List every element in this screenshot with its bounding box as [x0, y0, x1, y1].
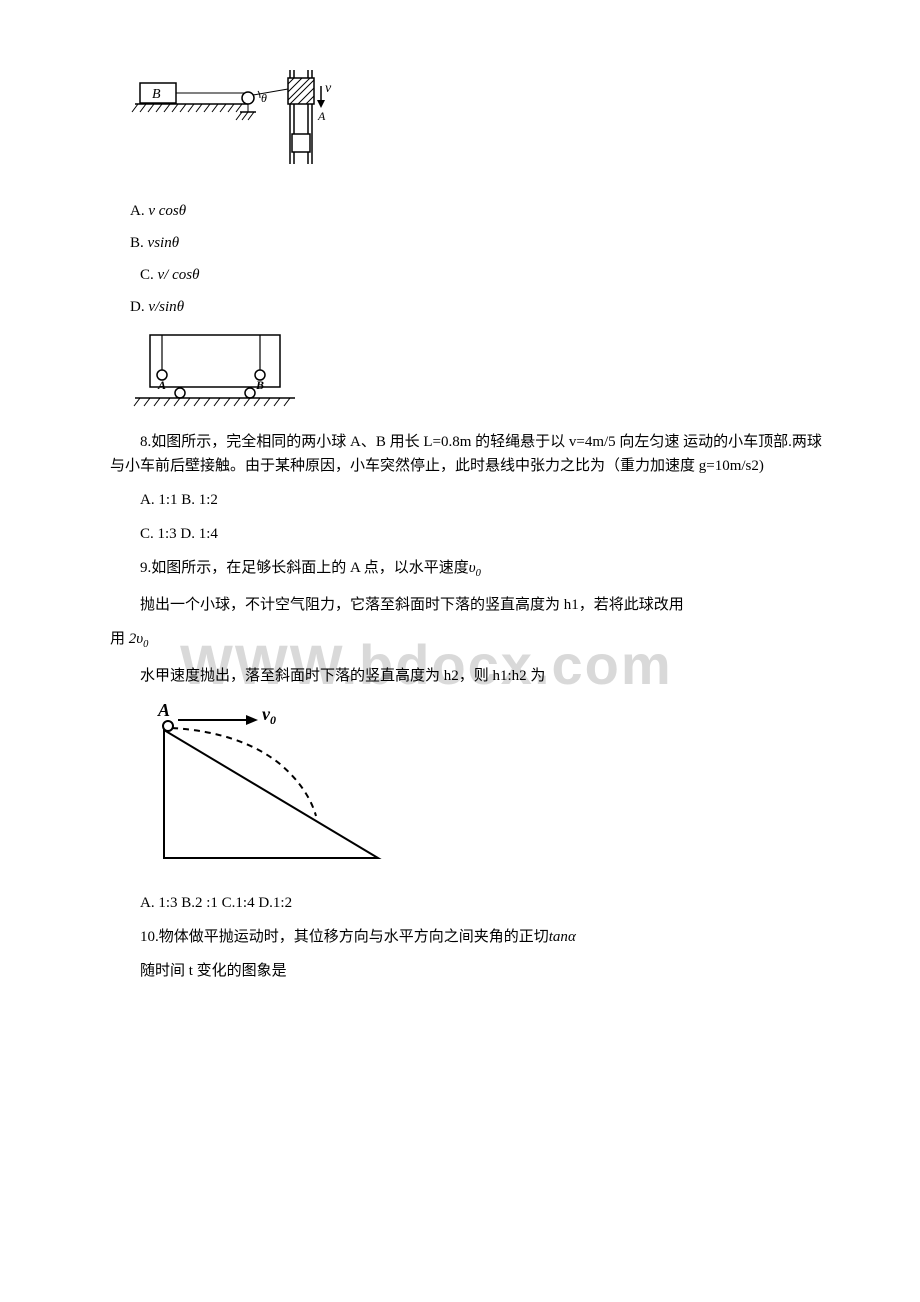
figure-cart-pendulum: A B [130, 327, 830, 420]
q10-line2: 随时间 t 变化的图象是 [110, 959, 830, 983]
q9-line2: 抛出一个小球，不计空气阻力，它落至斜面时下落的竖直高度为 h1，若将此球改用 [110, 593, 830, 617]
q9-line1-pre: 9.如图所示，在足够长斜面上的 A 点，以水平速度 [140, 560, 469, 576]
q8-opts-1: A. 1:1 B. 1:2 [110, 488, 830, 512]
option-a: A. v cosθ [130, 199, 830, 223]
q9-opts: A. 1:3 B.2 :1 C.1:4 D.1:2 [110, 891, 830, 915]
option-a-prefix: A. [130, 203, 145, 219]
label-v0: v0 [262, 704, 276, 727]
label-ball-b: B [255, 378, 264, 392]
cart-diagram-svg: A B [130, 327, 300, 412]
pulley-diagram-svg: B [130, 68, 340, 183]
option-d: D. v/sinθ [130, 295, 830, 319]
option-c-prefix: C. [140, 267, 154, 283]
figure-pulley-block: B [130, 68, 830, 191]
q9-line2-pre: 抛出一个小球，不计空气阻力，它落至斜面时下落的竖直高度为 h1，若将此球改用 [140, 597, 684, 613]
option-b: B. vsinθ [130, 231, 830, 255]
q9-line2b: 用 2υ0 [110, 627, 830, 654]
two-v0: 2υ0 [129, 631, 149, 647]
v0-symbol: υ0 [469, 560, 481, 576]
option-c: C. v/ cosθ [140, 263, 830, 287]
label-point-a: A [157, 700, 170, 720]
q9-line1: 9.如图所示，在足够长斜面上的 A 点，以水平速度υ0 [110, 556, 830, 583]
label-theta: θ [261, 91, 267, 105]
label-v: v [325, 81, 332, 96]
q8-text: 8.如图所示，完全相同的两小球 A、B 用长 L=0.8m 的轻绳悬于以 v=4… [110, 430, 830, 478]
option-b-prefix: B. [130, 235, 144, 251]
label-b: B [152, 87, 161, 102]
incline-svg: A v0 [130, 698, 390, 873]
tan-alpha: tanα [549, 929, 576, 945]
option-d-prefix: D. [130, 299, 145, 315]
figure-incline-projectile: A v0 [130, 698, 830, 881]
q9-line3: 水甲速度抛出，落至斜面时下落的竖直高度为 h2，则 h1:h2 为 [110, 664, 830, 688]
q10-line1: 10.物体做平抛运动时，其位移方向与水平方向之间夹角的正切tanα [110, 925, 830, 949]
label-ball-a: A [157, 378, 166, 392]
q10-line1-pre: 10.物体做平抛运动时，其位移方向与水平方向之间夹角的正切 [140, 929, 549, 945]
q8-opts-2: C. 1:3 D. 1:4 [110, 522, 830, 546]
label-a-sub: A [317, 109, 326, 123]
